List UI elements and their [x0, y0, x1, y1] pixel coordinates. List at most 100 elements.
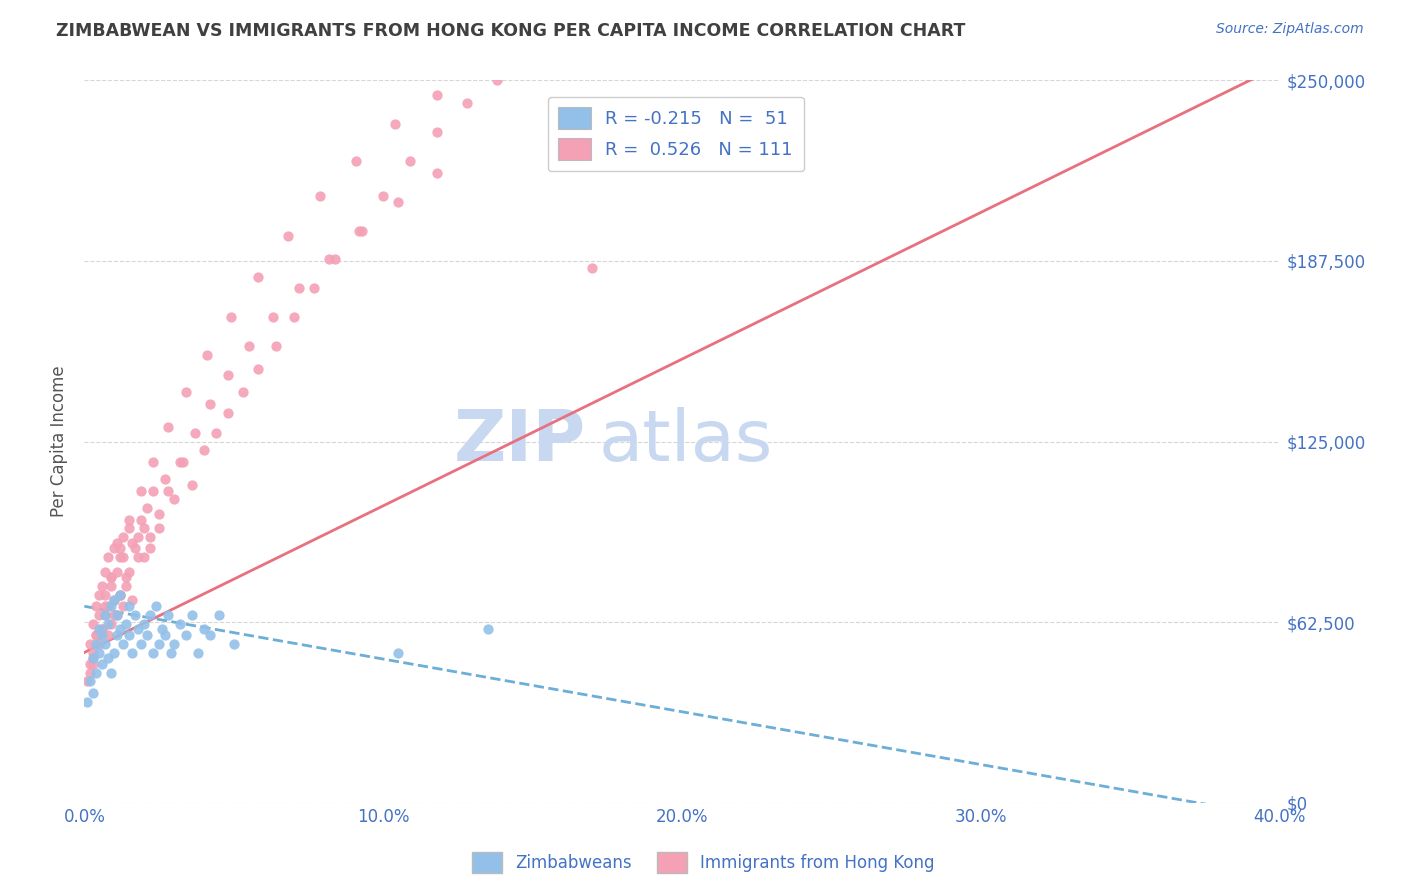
Point [100, 616, 122, 631]
Point [387, 194, 409, 209]
Point [283, 310, 305, 325]
Point [174, 385, 197, 400]
Point [91, 623, 114, 637]
Point [142, 646, 165, 660]
Point [89, 646, 111, 660]
Point [82, 651, 104, 665]
Point [426, 125, 449, 139]
Point [124, 541, 146, 556]
Point [118, 599, 141, 614]
Point [352, 223, 374, 237]
Point [172, 455, 194, 469]
Point [219, 310, 242, 325]
Point [79, 665, 101, 680]
Point [246, 269, 269, 284]
Point [426, 87, 449, 102]
Point [205, 425, 228, 440]
Point [110, 623, 132, 637]
Point [121, 646, 143, 660]
Point [86, 599, 108, 614]
Legend: Zimbabweans, Immigrants from Hong Kong: Zimbabweans, Immigrants from Hong Kong [465, 846, 941, 880]
Point [110, 588, 132, 602]
Y-axis label: Per Capita Income: Per Capita Income [51, 366, 69, 517]
Point [519, 38, 541, 53]
Point [139, 530, 162, 544]
Point [169, 455, 191, 469]
Point [157, 420, 180, 434]
Point [136, 501, 159, 516]
Point [97, 651, 120, 665]
Point [118, 565, 141, 579]
Point [100, 599, 122, 614]
Point [82, 686, 104, 700]
Point [97, 616, 120, 631]
Point [115, 616, 138, 631]
Point [129, 512, 152, 526]
Point [471, 68, 494, 82]
Point [121, 593, 143, 607]
Point [91, 623, 114, 637]
Point [318, 252, 340, 267]
Point [91, 628, 114, 642]
Point [217, 368, 239, 382]
Point [97, 550, 120, 565]
Point [148, 507, 170, 521]
Point [232, 385, 254, 400]
Point [174, 628, 197, 642]
Point [399, 154, 422, 169]
Point [89, 607, 111, 622]
Legend: R = -0.215   N =  51, R =  0.526   N = 111: R = -0.215 N = 51, R = 0.526 N = 111 [547, 96, 804, 171]
Point [181, 478, 204, 492]
Point [349, 223, 371, 237]
Point [105, 535, 128, 549]
Point [153, 472, 176, 486]
Point [426, 166, 449, 180]
Point [103, 646, 125, 660]
Point [195, 348, 218, 362]
Point [262, 310, 284, 325]
Point [110, 550, 132, 565]
Point [193, 623, 215, 637]
Point [121, 535, 143, 549]
Point [456, 96, 478, 111]
Point [208, 607, 231, 622]
Point [148, 637, 170, 651]
Point [142, 483, 165, 498]
Point [485, 73, 508, 87]
Point [519, 45, 541, 59]
Point [145, 599, 167, 614]
Point [82, 646, 104, 660]
Point [97, 599, 120, 614]
Point [163, 492, 186, 507]
Text: Source: ZipAtlas.com: Source: ZipAtlas.com [1216, 22, 1364, 37]
Point [325, 252, 347, 267]
Point [86, 665, 108, 680]
Point [387, 646, 409, 660]
Point [153, 628, 176, 642]
Point [264, 339, 287, 353]
Point [132, 550, 156, 565]
Point [344, 154, 367, 169]
Point [100, 570, 122, 584]
Point [118, 512, 141, 526]
Point [76, 695, 98, 709]
Point [103, 607, 125, 622]
Point [169, 616, 191, 631]
Point [86, 628, 108, 642]
Point [112, 637, 135, 651]
Point [127, 550, 149, 565]
Point [115, 570, 138, 584]
Point [187, 646, 209, 660]
Point [139, 607, 162, 622]
Point [91, 657, 114, 671]
Point [198, 397, 221, 411]
Point [160, 646, 183, 660]
Point [124, 607, 146, 622]
Point [132, 616, 156, 631]
Text: ZIP: ZIP [454, 407, 586, 476]
Point [118, 521, 141, 535]
Point [163, 637, 186, 651]
Point [100, 570, 122, 584]
Point [157, 483, 180, 498]
Point [89, 588, 111, 602]
